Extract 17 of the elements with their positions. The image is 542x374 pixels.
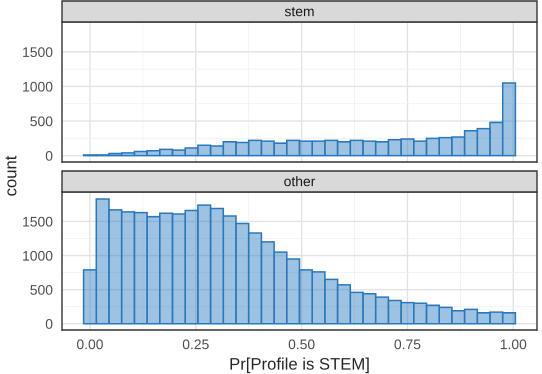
x-axis-title: Pr[Profile is STEM] bbox=[230, 358, 369, 374]
y-tick-label: 1500 bbox=[23, 216, 52, 227]
y-tick-label: 500 bbox=[30, 284, 52, 295]
y-tick-label: 500 bbox=[30, 116, 52, 126]
y-tick-label: 1500 bbox=[23, 47, 52, 58]
chart-title: stem bbox=[284, 7, 314, 16]
x-tick-label: 0.25 bbox=[182, 339, 209, 350]
x-tick-label: 0.00 bbox=[76, 339, 103, 350]
y-tick-label: 1000 bbox=[23, 82, 52, 92]
y-tick-label: 0 bbox=[46, 150, 52, 161]
y-axis-title: count bbox=[6, 156, 16, 196]
x-tick-label: 0.75 bbox=[394, 339, 420, 350]
y-tick-label: 0 bbox=[46, 319, 52, 329]
x-tick-label: 0.50 bbox=[288, 339, 315, 350]
y-tick-label: 1000 bbox=[23, 250, 52, 261]
x-tick-label: 1.00 bbox=[500, 339, 526, 350]
chart-title: other bbox=[284, 176, 316, 186]
